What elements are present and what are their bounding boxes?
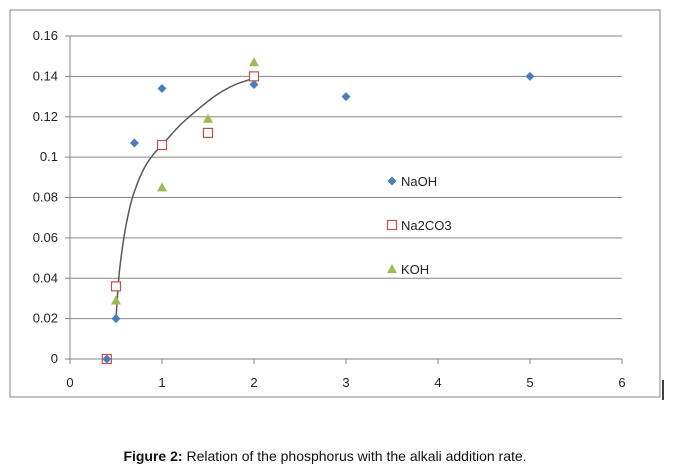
chart-border xyxy=(9,9,661,398)
x-tick-label: 5 xyxy=(526,375,533,390)
point-na2co3 xyxy=(156,139,168,151)
figure-caption: Figure 2: Relation of the phosphorus wit… xyxy=(0,448,650,464)
trendline-layer xyxy=(115,77,255,319)
y-tick-label: 0.02 xyxy=(33,311,58,326)
legend-marker-na2co3 xyxy=(386,219,398,231)
y-tick-label: 0.12 xyxy=(33,109,58,124)
y-tick-label: 0.08 xyxy=(33,190,58,205)
legend: NaOH Na2CO3 KOH xyxy=(386,174,452,277)
point-naoh xyxy=(157,83,167,93)
point-naoh xyxy=(111,314,121,324)
point-na2co3 xyxy=(202,127,214,138)
point-koh xyxy=(203,113,213,123)
y-tick-label: 0.16 xyxy=(33,28,58,43)
point-koh xyxy=(249,57,259,67)
legend-marker-naoh xyxy=(387,176,397,186)
x-tick-label: 0 xyxy=(66,375,73,390)
y-tick-label: 0.04 xyxy=(33,270,58,285)
legend-item-koh: KOH xyxy=(387,262,429,277)
grid-lines xyxy=(70,35,622,320)
point-na2co3 xyxy=(110,281,122,292)
y-tick-label: 0.1 xyxy=(40,149,58,164)
point-naoh xyxy=(102,354,112,364)
x-tick-label: 1 xyxy=(158,375,165,390)
point-naoh xyxy=(249,79,259,89)
x-tick-label: 3 xyxy=(342,375,349,390)
caption-label: Figure 2: xyxy=(123,448,183,464)
y-tick-label: 0.14 xyxy=(33,68,58,83)
legend-label-koh: KOH xyxy=(401,262,429,277)
point-naoh xyxy=(341,92,351,102)
trendline xyxy=(115,77,255,319)
x-tick-label: 4 xyxy=(434,375,441,390)
data-points xyxy=(101,57,535,365)
axes: 0 0.02 0.04 0.06 0.08 0.1 0.12 0.14 0.16 0 1 2 3 4 5 6 xyxy=(33,28,626,390)
point-koh xyxy=(157,182,167,192)
x-tick-label: 6 xyxy=(618,375,625,390)
point-naoh xyxy=(525,71,535,81)
y-tick-label: 0.06 xyxy=(33,230,58,245)
y-tick-label: 0 xyxy=(51,351,58,366)
legend-label-naoh: NaOH xyxy=(401,174,437,189)
legend-item-naoh: NaOH xyxy=(387,174,437,189)
caption-text: Relation of the phosphorus with the alka… xyxy=(182,448,527,464)
point-na2co3 xyxy=(248,71,260,82)
legend-item-na2co3: Na2CO3 xyxy=(386,218,452,233)
legend-marker-koh xyxy=(387,264,397,273)
legend-label-na2co3: Na2CO3 xyxy=(401,218,452,233)
x-tick-label: 2 xyxy=(250,375,257,390)
point-naoh xyxy=(129,138,139,148)
point-koh xyxy=(111,295,121,305)
